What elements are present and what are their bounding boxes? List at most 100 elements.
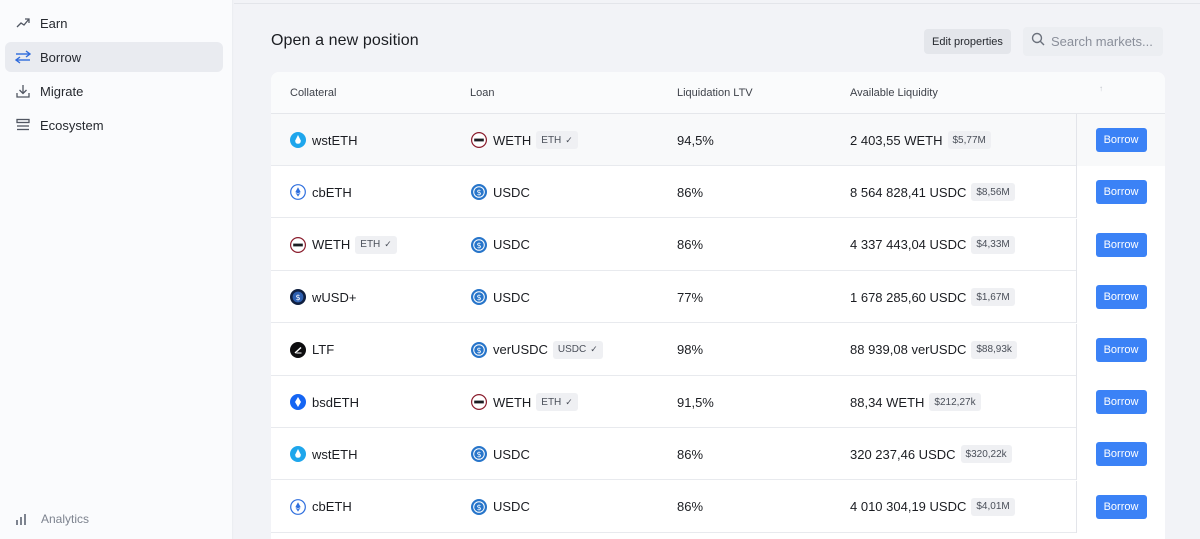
collateral-cell: wstETH	[290, 428, 358, 480]
loan-tag: ETH ✓	[536, 393, 578, 411]
borrow-button[interactable]: Borrow	[1095, 337, 1147, 362]
loan-cell: $ USDC	[471, 481, 530, 533]
sidebar-item-borrow[interactable]: Borrow	[5, 42, 223, 72]
cbeth-icon	[290, 184, 306, 201]
search-box[interactable]	[1023, 27, 1163, 56]
table-row[interactable]: cbETH $ USDC 86% 8 564 828,41 USDC $8,56…	[271, 166, 1165, 219]
sidebar-item-earn[interactable]: Earn	[5, 8, 223, 38]
collateral-asset: $ wUSD+	[290, 289, 357, 306]
loan-cell: $ USDC	[471, 271, 530, 323]
borrow-button[interactable]: Borrow	[1095, 128, 1147, 152]
collateral-symbol: LTF	[312, 342, 335, 358]
wusd-plus-icon: $	[290, 289, 306, 306]
collateral-cell: wstETH	[290, 114, 358, 166]
liquidity-value: 8 564 828,41 USDC	[850, 184, 967, 200]
loan-asset: WETH ETH ✓	[470, 131, 578, 149]
liquidity-value: 320 237,46 USDC	[850, 446, 956, 462]
loan-asset: $ USDC	[471, 236, 530, 253]
loan-asset: WETH ETH ✓	[470, 393, 578, 411]
action-cell: Borrow	[1076, 166, 1165, 219]
analytics-link[interactable]: Analytics	[13, 511, 89, 527]
liquidity-value: 1 678 285,60 USDC	[850, 289, 967, 305]
collateral-symbol: WETH	[312, 237, 351, 253]
sort-indicator[interactable]: ↑	[1099, 84, 1103, 93]
bar-chart-icon	[13, 511, 29, 527]
trending-up-icon	[15, 15, 31, 31]
loan-asset: $ USDC	[471, 184, 530, 201]
wsteth-icon	[290, 132, 306, 148]
borrow-button[interactable]: Borrow	[1095, 180, 1147, 205]
loan-symbol: verUSDC	[493, 342, 548, 358]
edit-properties-button[interactable]: Edit properties	[924, 29, 1011, 54]
table-row[interactable]: bsdETH WETH ETH ✓ 91,5% 88,34 WETH $212,2…	[271, 376, 1165, 428]
liquidity-cell: 2 403,55 WETH $5,77M	[850, 114, 991, 166]
collateral-cell: bsdETH	[290, 376, 359, 428]
weth-icon	[470, 393, 488, 411]
borrow-button[interactable]: Borrow	[1095, 390, 1147, 414]
table-row[interactable]: cbETH $ USDC 86% 4 010 304,19 USDC $4,01…	[271, 480, 1165, 533]
header-liquidity[interactable]: Available Liquidity	[850, 87, 938, 99]
liquidity-value: 4 337 443,04 USDC	[850, 237, 967, 253]
loan-cell: $ USDC	[471, 428, 530, 480]
table-row[interactable]: LTF $ verUSDC USDC ✓ 98% 88 939,08 verUSD…	[271, 323, 1165, 376]
ltv-value: 86%	[677, 499, 704, 515]
action-cell: Borrow	[1076, 114, 1165, 166]
loan-cell: $ verUSDC USDC ✓	[471, 324, 603, 376]
loan-tag: ETH ✓	[536, 131, 578, 149]
liquidity-usd-badge: $8,56M	[971, 183, 1015, 202]
ltv-value: 94,5%	[677, 132, 714, 148]
sidebar-item-migrate[interactable]: Migrate	[5, 76, 223, 106]
liquidity-value: 2 403,55 WETH	[850, 132, 943, 148]
borrow-button[interactable]: Borrow	[1095, 494, 1147, 519]
sidebar-item-ecosystem[interactable]: Ecosystem	[5, 110, 223, 140]
loan-symbol: WETH	[493, 132, 532, 148]
collateral-asset: bsdETH	[290, 394, 359, 410]
svg-text:$: $	[476, 241, 481, 250]
table-row[interactable]: WETH ETH ✓ $ USDC 86% 4 337 443,04 USDC $…	[271, 218, 1165, 271]
collateral-symbol: wUSD+	[312, 289, 357, 305]
borrow-button[interactable]: Borrow	[1095, 232, 1147, 257]
ltf-icon	[290, 341, 306, 358]
header-collateral[interactable]: Collateral	[290, 87, 337, 99]
loan-asset: $ USDC	[471, 498, 530, 515]
collateral-cell: cbETH	[290, 481, 352, 533]
liquidity-cell: 88 939,08 verUSDC $88,93k	[850, 324, 1017, 376]
collateral-cell: WETH ETH ✓	[289, 219, 397, 271]
weth-icon	[470, 131, 488, 149]
sidebar-item-label: Ecosystem	[40, 117, 104, 133]
usdc-icon: $	[471, 498, 487, 515]
table-row[interactable]: wstETH WETH ETH ✓ 94,5% 2 403,55 WETH $5,…	[271, 114, 1165, 166]
cbeth-icon	[290, 498, 306, 515]
usdc-icon: $	[471, 446, 487, 463]
verusdc-icon: $	[471, 341, 487, 358]
liquidity-usd-badge: $1,67M	[971, 288, 1015, 307]
collateral-symbol: wstETH	[312, 132, 358, 148]
bsdeth-icon	[290, 394, 306, 410]
collateral-asset: wstETH	[290, 132, 358, 148]
loan-asset: $ USDC	[471, 446, 530, 463]
check-icon: ✓	[565, 396, 573, 407]
ltv-value: 91,5%	[677, 394, 714, 410]
check-icon: ✓	[565, 134, 573, 145]
loan-cell: $ USDC	[471, 219, 530, 271]
loan-symbol: USDC	[493, 184, 530, 200]
search-input[interactable]	[1051, 34, 1161, 49]
collateral-tag: ETH ✓	[355, 235, 397, 254]
header-ltv[interactable]: Liquidation LTV	[677, 87, 753, 99]
loan-tag-label: ETH	[541, 396, 562, 408]
divider	[234, 3, 1200, 4]
sidebar-item-label: Borrow	[40, 49, 82, 65]
loan-symbol: USDC	[493, 499, 530, 515]
borrow-button[interactable]: Borrow	[1095, 442, 1147, 467]
table-row[interactable]: $ wUSD+ $ USDC 77% 1 678 285,60 USDC $1,…	[271, 271, 1165, 324]
loan-asset: $ USDC	[471, 289, 530, 306]
loan-asset: $ verUSDC USDC ✓	[471, 340, 603, 359]
liquidity-cell: 320 237,46 USDC $320,22k	[850, 428, 1012, 480]
search-icon	[1031, 32, 1045, 51]
table-row[interactable]: wstETH $ USDC 86% 320 237,46 USDC $320,2…	[271, 428, 1165, 481]
weth-icon	[289, 236, 307, 253]
liquidity-cell: 4 337 443,04 USDC $4,33M	[850, 219, 1015, 271]
borrow-button[interactable]: Borrow	[1095, 285, 1147, 310]
ltv-value: 98%	[677, 342, 704, 358]
header-loan[interactable]: Loan	[470, 87, 495, 99]
